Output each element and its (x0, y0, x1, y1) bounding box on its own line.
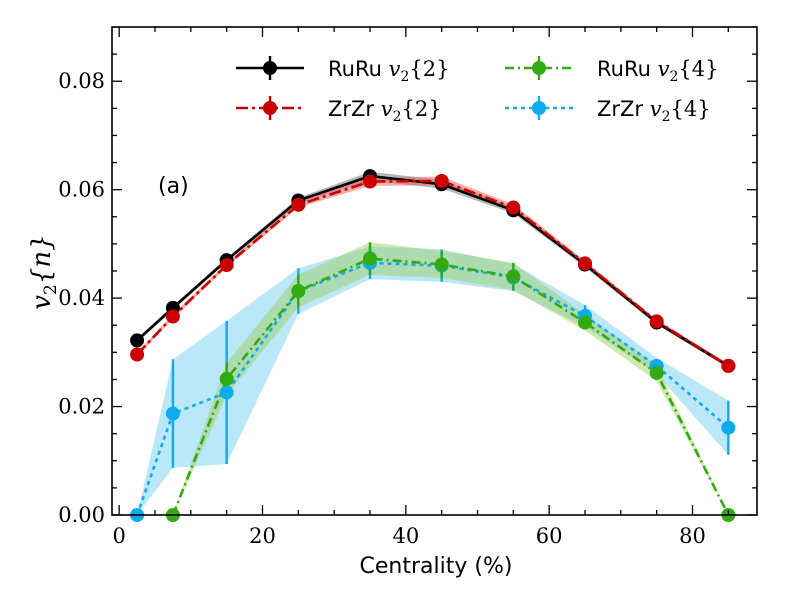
legend-item-3: ZrZr v2{4} (505, 96, 711, 125)
legend-marker (263, 61, 277, 75)
axes (111, 26, 758, 516)
series-line-2 (171, 257, 730, 515)
legend-item-2: RuRu v2{4} (505, 56, 718, 85)
data-point (721, 420, 736, 435)
legend-label: RuRu v2{4} (597, 57, 718, 85)
series-lines (135, 174, 730, 515)
data-point (434, 257, 449, 272)
data-point (578, 315, 592, 330)
x-tick-label: 20 (249, 524, 276, 548)
legend-item-1: ZrZr v2{2} (236, 96, 442, 125)
data-point (130, 333, 145, 348)
data-point (219, 258, 234, 273)
x-tick-label: 60 (536, 524, 563, 548)
series-line-1 (136, 179, 730, 367)
legend-item-0: RuRu v2{2} (236, 56, 449, 85)
y-tick-label: 0.06 (58, 178, 105, 202)
data-point (649, 314, 664, 329)
data-point (506, 269, 521, 284)
data-point (219, 371, 234, 386)
data-point (219, 385, 234, 400)
data-point (506, 200, 521, 215)
x-axis-title: Centrality (%) (360, 554, 513, 579)
data-point (649, 365, 664, 380)
x-tick-label: 40 (392, 524, 419, 548)
y-axis-title-rest: {n} (27, 234, 57, 284)
legend-label: ZrZr v2{4} (597, 97, 711, 125)
legend: RuRu v2{2} ZrZr v2{2} RuRu v2{4} ZrZr v2{4} (236, 56, 718, 125)
data-point (434, 173, 449, 188)
legend-marker (532, 101, 546, 115)
y-tick-label: 0.00 (58, 503, 105, 527)
y-axis-title-main: v (27, 295, 57, 310)
series-line-3 (135, 261, 730, 515)
legend-label: ZrZr v2{2} (328, 97, 442, 125)
data-point (165, 406, 180, 421)
data-point (363, 251, 377, 266)
y-tick-label: 0.04 (58, 286, 105, 310)
y-tick-label: 0.02 (58, 395, 105, 419)
legend-marker (263, 101, 277, 115)
data-point (721, 358, 736, 373)
x-tick-label: 0 (112, 524, 125, 548)
x-tick-label: 80 (679, 524, 706, 548)
legend-marker (532, 61, 546, 75)
data-point (578, 256, 592, 271)
data-point (291, 284, 306, 299)
data-point (130, 347, 145, 362)
data-point (291, 197, 306, 212)
y-axis-title-sub: 2 (41, 284, 61, 295)
legend-label: RuRu v2{2} (328, 57, 449, 85)
data-point (165, 309, 180, 324)
panel-annotation: (a) (158, 174, 189, 199)
tick-labels: 0 20 40 60 80 0.00 0.02 0.04 0.06 0.08 (58, 69, 706, 548)
data-point (363, 174, 377, 189)
y-axis-title: v2{n} (27, 234, 61, 309)
y-tick-label: 0.08 (58, 69, 105, 93)
